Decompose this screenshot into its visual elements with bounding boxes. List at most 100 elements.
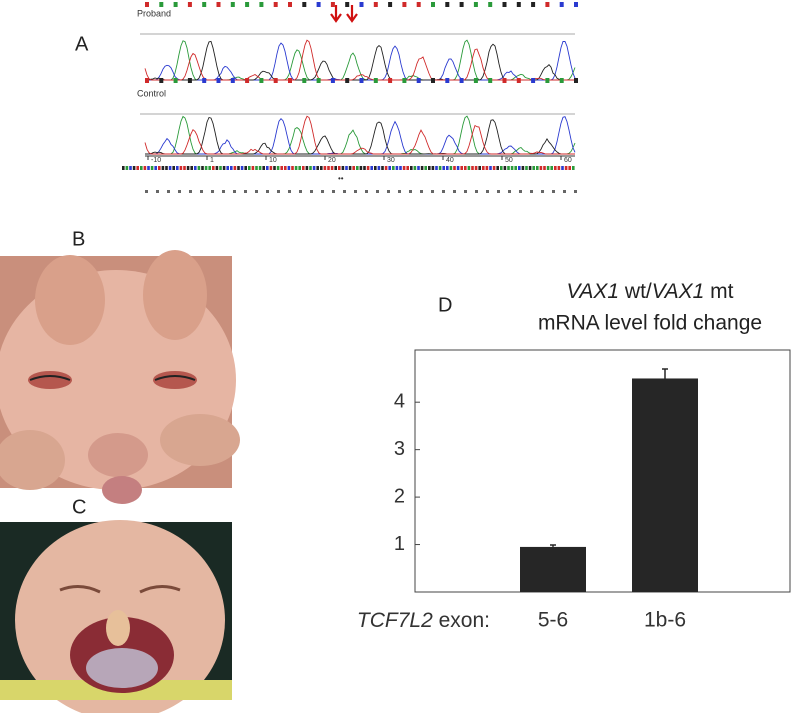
sequence-base bbox=[240, 166, 244, 170]
bar bbox=[632, 378, 698, 592]
sequence-base bbox=[172, 166, 175, 170]
sequence-base bbox=[370, 166, 373, 170]
sequence-base bbox=[345, 166, 348, 170]
base-call bbox=[516, 2, 521, 7]
sequence-base bbox=[572, 166, 575, 170]
amino-acid bbox=[365, 190, 368, 193]
sequence-base bbox=[546, 166, 550, 170]
error-bar bbox=[550, 544, 556, 547]
base-call bbox=[159, 2, 164, 7]
sequence-base bbox=[399, 166, 402, 170]
sequence-base bbox=[352, 166, 355, 170]
trace-label: Proband bbox=[137, 8, 171, 18]
base-call bbox=[345, 78, 350, 83]
sequence-base bbox=[244, 166, 247, 170]
sequence-base bbox=[348, 166, 352, 170]
base-call bbox=[445, 2, 450, 7]
sequence-base bbox=[136, 166, 139, 170]
base-call bbox=[230, 2, 235, 7]
base-call bbox=[302, 2, 307, 7]
sequence-base bbox=[316, 166, 319, 170]
base-call bbox=[402, 2, 407, 7]
y-tick-label: 4 bbox=[394, 390, 405, 412]
base-call bbox=[388, 2, 393, 7]
sequence-base bbox=[158, 166, 161, 170]
amino-acid bbox=[233, 190, 236, 193]
text-segment: VAX1 bbox=[567, 280, 620, 303]
trace bbox=[145, 41, 576, 81]
sequence-base bbox=[273, 166, 276, 170]
sequence-base bbox=[561, 166, 564, 170]
sequence-base bbox=[258, 166, 262, 170]
sequence-base bbox=[280, 166, 283, 170]
sequence-base bbox=[143, 166, 147, 170]
sequence-base bbox=[543, 166, 546, 170]
sequence-base bbox=[446, 166, 449, 170]
ruler-label: 30 bbox=[387, 157, 395, 164]
sequence-base bbox=[294, 166, 298, 170]
base-call bbox=[431, 2, 435, 7]
sequence-base bbox=[287, 166, 291, 170]
amino-acid bbox=[530, 190, 533, 193]
ruler-label: 60 bbox=[564, 157, 572, 164]
amino-acid bbox=[222, 190, 225, 193]
sequence-base bbox=[460, 166, 463, 170]
base-call bbox=[230, 78, 235, 83]
sequence-base bbox=[510, 166, 514, 170]
amino-acid bbox=[343, 190, 346, 193]
trace bbox=[144, 40, 575, 81]
base-call bbox=[473, 2, 478, 7]
base-call bbox=[245, 2, 250, 7]
base-call bbox=[516, 78, 521, 83]
plot-frame bbox=[414, 349, 791, 593]
sequence-base bbox=[122, 166, 125, 170]
sequence-base bbox=[176, 166, 179, 170]
base-call bbox=[359, 2, 364, 7]
base-call bbox=[245, 78, 250, 83]
sequence-base bbox=[536, 166, 539, 170]
amino-acid bbox=[497, 190, 500, 193]
amino-acid bbox=[563, 190, 566, 193]
trace bbox=[145, 116, 575, 155]
sequence-base bbox=[503, 166, 507, 170]
chromatogram: Proband Control •• -10 1 10 20 30 40 50 60 bbox=[122, 2, 578, 193]
base-call bbox=[216, 78, 221, 83]
ruler-label: 10 bbox=[269, 157, 277, 164]
sequence-base bbox=[230, 166, 233, 170]
amino-acid bbox=[178, 190, 181, 193]
sequence-base bbox=[255, 166, 258, 170]
amino-acid bbox=[200, 190, 203, 193]
sequence-base bbox=[327, 166, 330, 170]
sequence-base bbox=[266, 166, 269, 170]
sequence-base bbox=[359, 166, 363, 170]
sequence-base bbox=[482, 166, 485, 170]
base-call bbox=[459, 2, 464, 7]
amino-acid bbox=[552, 190, 555, 193]
sequence-base bbox=[186, 166, 190, 170]
sequence-base bbox=[305, 166, 309, 170]
base-call bbox=[345, 2, 350, 7]
panel-label: D bbox=[438, 294, 452, 316]
sequence-base bbox=[140, 166, 143, 170]
text-segment: VAX1 bbox=[652, 280, 705, 303]
amino-acid bbox=[574, 190, 577, 193]
base-call bbox=[273, 78, 278, 83]
photo-c bbox=[0, 520, 232, 713]
sequence-base bbox=[539, 166, 543, 170]
sequence-base bbox=[489, 166, 492, 170]
y-tick-label: 2 bbox=[394, 485, 405, 507]
sequence-base bbox=[514, 166, 517, 170]
sequence-base bbox=[312, 166, 316, 170]
sequence-base bbox=[507, 166, 510, 170]
amino-acid bbox=[387, 190, 390, 193]
sequence-base bbox=[478, 166, 481, 170]
sequence-base bbox=[464, 166, 467, 170]
sequence-base bbox=[550, 166, 553, 170]
sequence-base bbox=[525, 166, 528, 170]
base-call bbox=[202, 2, 207, 7]
amino-acid bbox=[431, 190, 434, 193]
amino-acid bbox=[354, 190, 357, 193]
sequence-base bbox=[532, 166, 535, 170]
base-call bbox=[373, 2, 378, 7]
amino-acid bbox=[475, 190, 478, 193]
